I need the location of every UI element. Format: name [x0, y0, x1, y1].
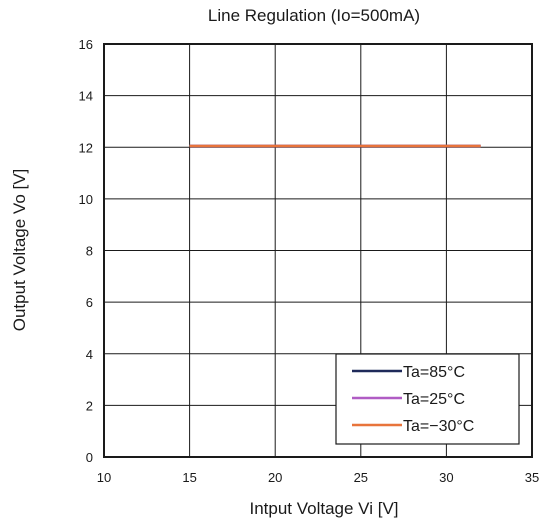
x-tick-label: 25: [354, 470, 368, 485]
y-tick-label: 0: [86, 450, 93, 465]
y-tick-label: 12: [79, 140, 93, 155]
y-tick-label: 16: [79, 37, 93, 52]
x-tick-label: 30: [439, 470, 453, 485]
x-tick-label: 20: [268, 470, 282, 485]
y-axis-label: Output Voltage Vo [V]: [10, 169, 29, 332]
x-tick-labels: 10 15 20 25 30 35: [97, 470, 539, 485]
plot-frame: [103, 43, 533, 458]
legend: Ta=85°C Ta=25°C Ta=−30°C: [335, 353, 520, 445]
legend-label: Ta=25°C: [403, 391, 465, 408]
x-tick-label: 15: [182, 470, 196, 485]
y-tick-label: 8: [86, 244, 93, 259]
y-tick-label: 10: [79, 192, 93, 207]
y-tick-labels: 0 2 4 6 8 10 12 14 16: [79, 37, 93, 465]
chart-title: Line Regulation (Io=500mA): [208, 6, 420, 25]
legend-label: Ta=−30°C: [403, 418, 474, 435]
x-tick-label: 35: [525, 470, 539, 485]
y-tick-label: 14: [79, 89, 93, 104]
x-axis-label: Intput Voltage Vi [V]: [249, 499, 398, 518]
x-tick-label: 10: [97, 470, 111, 485]
y-tick-label: 2: [86, 398, 93, 413]
legend-label: Ta=85°C: [403, 364, 465, 381]
y-tick-label: 4: [86, 347, 93, 362]
y-tick-label: 6: [86, 295, 93, 310]
